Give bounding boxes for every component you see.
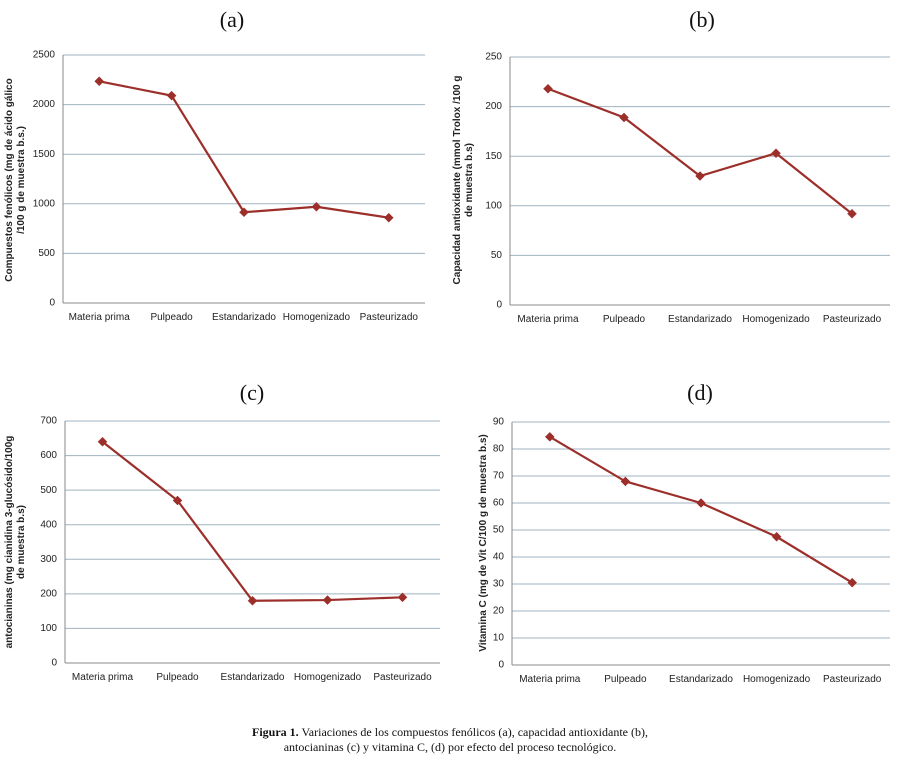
x-tick-label: Estandarizado [668, 314, 732, 325]
x-tick-label: Pasteurizado [823, 314, 882, 325]
x-tick-label: Pulpeado [156, 672, 199, 683]
data-point [172, 495, 183, 506]
x-tick-label: Homogenizado [743, 674, 811, 685]
y-tick-label: 1000 [33, 198, 56, 209]
y-tick-label: 200 [485, 101, 502, 112]
y-tick-label: 200 [40, 588, 57, 599]
data-point [239, 207, 249, 218]
data-point [397, 592, 408, 603]
caption-label: Figura 1. [252, 725, 299, 739]
x-tick-label: Pulpeado [150, 312, 193, 323]
y-tick-label: 40 [493, 552, 505, 563]
chart-panel-d: (d) 0 10 20 30 40 50 60 70 80 90 Materia prima Pulpe… [478, 380, 890, 685]
caption-line-2: antocianinas (c) y vitamina C, (d) por e… [283, 740, 617, 754]
chart-panel-b: (b) 0 50 100 150 200 250 Materia prima Pulpeado E… [452, 7, 890, 325]
x-tick-label: Materia prima [517, 314, 579, 325]
data-point [620, 476, 631, 487]
y-tick-label: 1500 [33, 149, 56, 160]
figure-caption: Figura 1. Variaciones de los compuestos … [0, 725, 900, 755]
y-axis-label: Compuestos fenólicos (mg de ácido gálico… [4, 78, 27, 281]
x-tick-label: Materia prima [72, 672, 134, 683]
x-tick-label: Pulpeado [604, 674, 647, 685]
data-point [695, 171, 705, 181]
panel-label: (b) [689, 7, 715, 32]
series-line [98, 80, 389, 219]
chart-panel-c: (c) 0 100 200 300 400 500 600 700 Materia prima Pu… [4, 380, 440, 683]
y-tick-label: 500 [40, 485, 57, 496]
y-tick-label: 250 [485, 52, 502, 63]
x-tick-label: Homogenizado [283, 312, 351, 323]
data-point [847, 577, 858, 588]
data-point [696, 498, 706, 508]
data-point [322, 595, 333, 605]
caption-line-1: Variaciones de los compuestos fenólicos … [298, 725, 648, 739]
y-tick-label: 100 [485, 200, 502, 211]
data-point [166, 90, 177, 101]
y-tick-label: 0 [496, 300, 502, 311]
series-line [547, 87, 853, 215]
series-line [549, 435, 853, 584]
data-point [543, 83, 553, 94]
data-point [383, 212, 394, 223]
y-tick-label: 700 [40, 416, 57, 427]
x-tick-label: Estandarizado [212, 312, 276, 323]
data-point [771, 531, 782, 542]
data-point [847, 208, 857, 219]
y-tick-label: 0 [498, 660, 504, 671]
data-point [94, 76, 105, 87]
y-tick-label: 2000 [33, 99, 56, 110]
x-tick-label: Materia prima [69, 312, 131, 323]
y-tick-label: 30 [493, 579, 505, 590]
y-axis-label: Capacidad antioxidante (mmol Trolox /100… [452, 76, 475, 285]
y-axis-label: antocianinas (mg cianidina 3-glucósido/1… [4, 436, 27, 649]
chart-panel-a: (a) 0 500 1000 1500 2000 2500 Materia prima Pulp… [4, 7, 425, 323]
y-tick-label: 50 [491, 250, 503, 261]
y-tick-label: 10 [493, 633, 505, 644]
y-tick-label: 60 [493, 498, 505, 509]
data-point [544, 431, 555, 442]
y-tick-label: 150 [485, 151, 502, 162]
panel-label: (d) [687, 380, 713, 405]
y-tick-label: 0 [51, 658, 57, 669]
y-tick-label: 600 [40, 450, 57, 461]
y-tick-label: 50 [493, 525, 505, 536]
panel-label: (a) [220, 7, 244, 32]
y-tick-label: 0 [49, 298, 55, 309]
x-tick-label: Homogenizado [742, 314, 810, 325]
data-point [311, 201, 322, 212]
y-tick-label: 300 [40, 554, 57, 565]
x-tick-label: Materia prima [519, 674, 581, 685]
x-tick-label: Estandarizado [669, 674, 733, 685]
x-tick-label: Pasteurizado [360, 312, 419, 323]
x-tick-label: Pasteurizado [823, 674, 882, 685]
data-point [247, 595, 258, 606]
y-tick-label: 2500 [33, 50, 56, 61]
x-tick-label: Estandarizado [221, 672, 285, 683]
y-axis-label: Vitamina C (mg de Vit C/100 g de muestra… [478, 434, 489, 651]
data-point [97, 436, 108, 447]
x-tick-label: Homogenizado [294, 672, 362, 683]
y-tick-label: 500 [38, 248, 55, 259]
y-tick-label: 70 [493, 471, 505, 482]
x-tick-label: Pasteurizado [373, 672, 432, 683]
data-point [771, 148, 781, 159]
y-tick-label: 20 [493, 606, 505, 617]
y-tick-label: 80 [493, 444, 505, 455]
data-point [619, 112, 629, 123]
y-tick-label: 100 [40, 623, 57, 634]
x-tick-label: Pulpeado [603, 314, 646, 325]
y-tick-label: 400 [40, 519, 57, 530]
y-tick-label: 90 [493, 417, 505, 428]
series-line [101, 440, 403, 602]
panel-label: (c) [240, 380, 264, 405]
